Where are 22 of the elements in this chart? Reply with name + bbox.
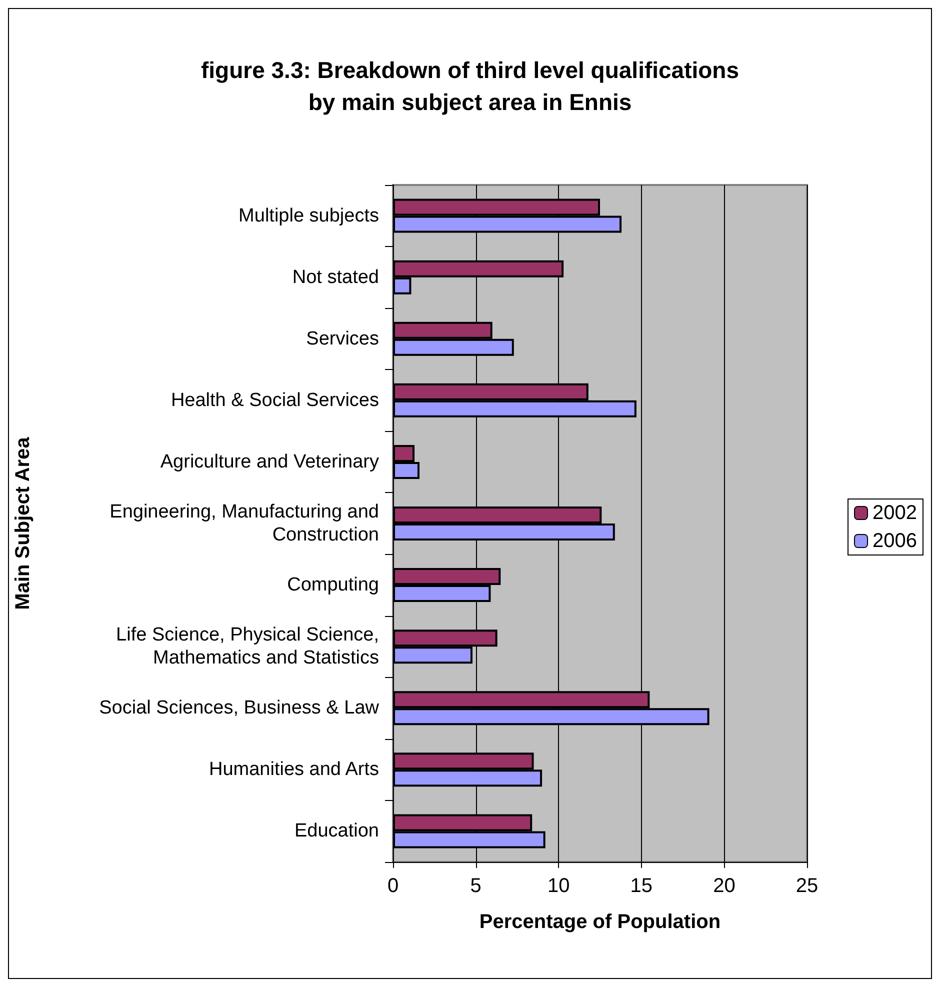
x-tick-label: 10 <box>547 875 570 897</box>
x-tick-label: 20 <box>713 875 736 897</box>
y-tick-label: Multiple subjects <box>238 205 379 226</box>
y-tick-label: Engineering, Manufacturing and Construction <box>110 502 379 546</box>
x-axis-title: Percentage of Population <box>479 911 721 933</box>
y-tick-label: Education <box>294 820 379 842</box>
y-tick-label: Humanities and Arts <box>208 759 379 780</box>
y-tick-label: Social Sciences, Business & Law <box>99 698 380 719</box>
y-tick-label: Computing <box>287 574 379 596</box>
y-tick-label: Agriculture and Veterinary <box>160 451 380 472</box>
y-axis-title: Main Subject Area <box>12 436 34 610</box>
x-tick-label: 15 <box>630 875 653 897</box>
y-tick-label: Health & Social Services <box>170 390 379 411</box>
x-tick-label: 5 <box>470 875 482 897</box>
y-tick-label: Services <box>306 328 379 350</box>
x-tick-label: 0 <box>387 875 399 897</box>
chart-title: figure 3.3: Breakdown of third level qualifications by main subject area in Ennis <box>200 57 740 115</box>
legend-label: 2006 <box>872 530 918 552</box>
legend-label: 2002 <box>872 502 918 524</box>
y-tick-label: Not stated <box>292 266 379 288</box>
x-tick-label: 25 <box>796 875 818 897</box>
y-tick-label: Life Science, Physical Science, Mathematics and Statistics <box>116 624 379 669</box>
